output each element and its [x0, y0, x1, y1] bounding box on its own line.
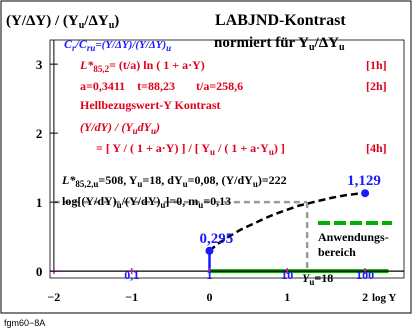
figure-id: fgm60−8A: [4, 318, 45, 328]
data-label-low: 0,295: [199, 231, 233, 247]
formula-line-5: = [ Y / ( 1 + a·Y) ] / [ Yu / ( 1 + a·Yu…: [96, 141, 285, 157]
x-tick-label-4: 2: [362, 290, 368, 304]
y-tick-label-3: 3: [36, 57, 43, 72]
x-tick-label-1: −1: [125, 290, 138, 304]
data-label-high: 1,129: [347, 173, 381, 189]
plot-area: [49, 39, 405, 279]
data-point-high: [361, 189, 370, 198]
data-point-low: [205, 246, 214, 255]
x-tick-label-3: 1: [284, 290, 290, 304]
y-tick-label-1: 1: [36, 195, 43, 210]
x-tick-label-0: −2: [47, 290, 60, 304]
upper-x-tick-label-0: 0,1: [124, 268, 139, 282]
y-tick-label-0: 0: [36, 264, 43, 279]
application-range-legend-box: [312, 222, 396, 266]
x-tick-label-2: 0: [206, 290, 212, 304]
axis-ticks: 0 1 2 3 −2 −1 0 1 2 0,1 1 10 100: [36, 57, 374, 304]
chart-title: LABJND-Kontrast: [215, 12, 346, 29]
y-axis-label: (Y/ΔY) / (Yu/ΔYu): [6, 13, 119, 31]
upper-x-tick-label-3: 100: [356, 268, 374, 282]
formula-tag-4h: [4h]: [366, 141, 387, 155]
parameter-line-2: log[(Y/dY)u/(Y/dY)u]=0, mu=0,13: [62, 194, 231, 210]
formula-tag-1h: [1h]: [366, 58, 387, 72]
legend-line-1: Anwendungs-: [318, 230, 389, 244]
yu-label: Yu=18: [302, 271, 333, 287]
x-axis-label: log Y: [372, 292, 396, 304]
upper-x-tick-label-1: 1: [206, 268, 212, 282]
normalization-label: normiert für Yu/ΔYu: [214, 35, 345, 53]
contrast-curve: [208, 191, 366, 252]
formula-line-2: a=0,3411 t=88,23 t/a=258,6: [80, 79, 243, 93]
y-tick-label-2: 2: [36, 126, 43, 141]
formula-tag-2h: [2h]: [366, 79, 387, 93]
legend-line-2: bereich: [318, 245, 356, 259]
parameter-line-1: L*85,2,u=508, Yu=18, dYu=0,08, (Y/dYu)=2…: [61, 173, 287, 189]
formula-line-4: (Y/dY) / (YudYu): [80, 120, 160, 136]
upper-x-tick-label-2: 10: [281, 268, 293, 282]
formula-line-1: L*85,2= (t/a) ln ( 1 + a·Y): [79, 58, 205, 74]
outer-frame: [0, 0, 412, 314]
cr-ratio-label: Cr/Cru=(Y/ΔY)/(Y/ΔY)u: [64, 37, 171, 53]
chart-marks: 0,295 1,129: [199, 173, 389, 274]
formula-line-3: Hellbezugswert-Y Kontrast: [80, 98, 221, 112]
